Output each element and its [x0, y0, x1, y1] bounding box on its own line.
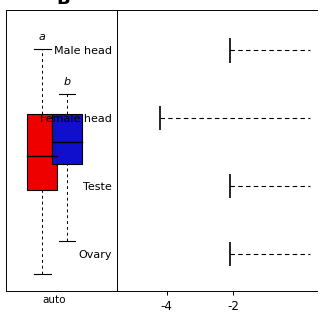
Bar: [52, 114, 82, 164]
Bar: [27, 114, 57, 190]
Text: B: B: [56, 0, 70, 8]
Text: a: a: [39, 32, 46, 42]
Text: b: b: [63, 77, 70, 87]
